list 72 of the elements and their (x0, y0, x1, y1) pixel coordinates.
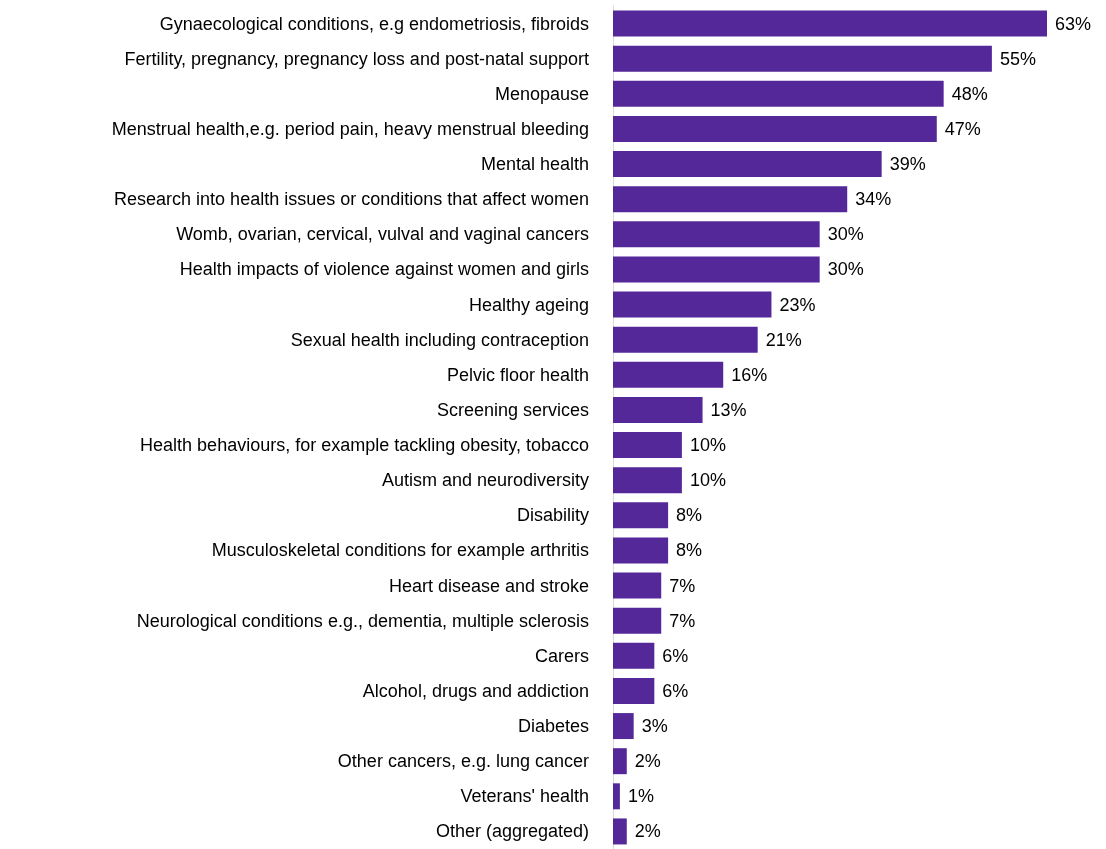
data-label: 10% (689, 470, 726, 491)
bar (613, 186, 848, 213)
bar (613, 818, 627, 845)
y-tick-label: Gynaecological conditions, e.g endometriosis, fibroids (159, 13, 589, 34)
bar (613, 45, 992, 72)
y-tick-label: Other (aggregated) (435, 821, 589, 842)
data-label: 39% (889, 154, 926, 175)
data-label: 2% (634, 821, 661, 842)
data-label: 23% (779, 294, 816, 315)
data-label: 21% (765, 329, 802, 350)
data-label: 6% (662, 680, 689, 701)
y-tick-label: Sexual health including contraception (290, 329, 589, 350)
data-label: 10% (689, 435, 726, 456)
y-tick-label: Carers (534, 645, 589, 666)
bar (613, 10, 1047, 37)
bar (613, 467, 682, 494)
bar (613, 291, 772, 318)
data-label: 34% (855, 189, 892, 210)
y-tick-label: Health impacts of violence against women and girls (179, 259, 589, 280)
bar (613, 537, 669, 564)
y-tick-label: Mental health (480, 154, 589, 175)
bar (613, 151, 882, 178)
y-tick-label: Disability (516, 505, 589, 526)
data-label: 8% (676, 540, 703, 561)
bar (613, 396, 703, 423)
y-tick-label: Health behaviours, for example tackling obesity, tobacco (140, 435, 589, 456)
bar (613, 502, 669, 529)
y-tick-label: Heart disease and stroke (388, 575, 589, 596)
bar (613, 748, 627, 775)
y-tick-label: Alcohol, drugs and addiction (362, 680, 589, 701)
bar (613, 783, 620, 810)
y-tick-label: Healthy ageing (468, 294, 589, 315)
bar (613, 607, 662, 634)
data-label: 3% (641, 716, 668, 737)
bar (613, 713, 634, 740)
data-label: 6% (662, 645, 689, 666)
y-tick-label: Menopause (494, 83, 589, 104)
bar (613, 326, 758, 353)
y-tick-label: Diabetes (517, 716, 589, 737)
y-tick-label: Screening services (436, 399, 589, 420)
data-label: 30% (827, 259, 864, 280)
y-tick-label: Fertility, pregnancy, pregnancy loss and post-natal support (124, 48, 589, 69)
bar (613, 221, 820, 248)
y-tick-label: Menstrual health,e.g. period pain, heavy menstrual bleeding (111, 118, 589, 139)
data-label: 63% (1055, 13, 1092, 34)
bar (613, 642, 655, 669)
data-label: 8% (676, 505, 703, 526)
y-tick-label: Research into health issues or conditions that affect women (114, 189, 589, 210)
data-label: 47% (944, 118, 981, 139)
data-label: 16% (731, 364, 768, 385)
data-label: 13% (710, 399, 747, 420)
data-label: 1% (627, 786, 654, 807)
y-tick-label: Autism and neurodiversity (381, 470, 589, 491)
bar (613, 677, 655, 704)
y-tick-label: Other cancers, e.g. lung cancer (337, 751, 589, 772)
bar (613, 115, 937, 142)
bar (613, 432, 682, 459)
y-tick-label: Pelvic floor health (446, 364, 589, 385)
y-tick-label: Womb, ovarian, cervical, vulval and vaginal cancers (176, 224, 589, 245)
data-label: 7% (669, 575, 696, 596)
data-label: 48% (951, 83, 988, 104)
bar (613, 80, 944, 107)
data-label: 7% (669, 610, 696, 631)
y-tick-label: Musculoskeletal conditions for example arthritis (211, 540, 589, 561)
bar (613, 572, 662, 599)
y-tick-label: Neurological conditions e.g., dementia, multiple sclerosis (136, 610, 589, 631)
data-label: 30% (827, 224, 864, 245)
data-label: 2% (634, 751, 661, 772)
y-tick-label: Veterans' health (460, 786, 589, 807)
data-label: 55% (999, 48, 1036, 69)
bar (613, 361, 724, 388)
bar (613, 256, 820, 283)
